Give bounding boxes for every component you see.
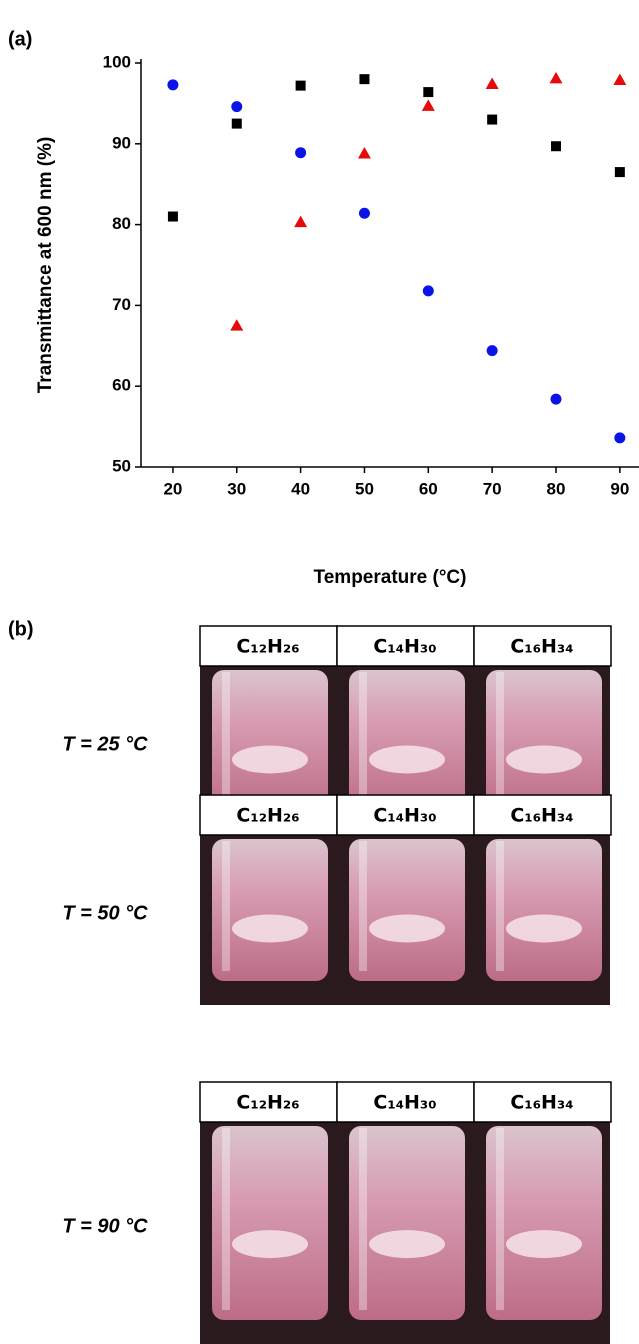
sample [506,914,582,943]
x-tick-label: 40 [291,479,310,498]
vial-label: C₁₂H₂₆ [236,1092,299,1114]
x-tick-label: 80 [547,479,566,498]
vial-label: C₁₂H₂₆ [236,805,299,827]
point [295,147,307,159]
panel-label: (a) [8,28,32,50]
point [167,211,178,222]
point [294,215,308,228]
x-tick-label: 50 [355,479,374,498]
y-tick-label: 80 [112,214,131,233]
point [613,73,627,85]
point [614,432,626,444]
vial [212,839,328,981]
vial-highlight [496,1128,504,1310]
point [359,74,370,85]
point [231,101,243,113]
point [551,141,561,152]
sample [369,914,445,943]
y-tick-label: 100 [103,52,131,71]
point [167,79,179,91]
y-tick-label: 90 [112,133,131,152]
label-box [473,1081,612,1123]
x-tick-label: 90 [610,479,629,498]
temperature-label: T = 25 °C [62,733,148,755]
vial-label: C₁₆H₃₄ [510,805,573,827]
x-axis-label: Temperature (°C) [314,567,467,588]
panel-label: (b) [8,618,34,640]
sample [232,914,308,943]
vial [349,1126,465,1320]
temperature-label: T = 90 °C [62,1215,148,1237]
point [550,393,562,405]
point [231,118,242,129]
point [485,77,499,90]
y-tick-label: 70 [112,295,131,314]
vial [486,839,602,981]
point [230,319,244,331]
vial-label: C₁₆H₃₄ [510,1092,573,1114]
vial-label: C₁₄H₃₀ [373,805,436,827]
temperature-label: T = 50 °C [62,902,148,924]
vial-highlight [359,1128,367,1310]
y-axis-label: Transmittance at 600 nm (%) [35,137,56,394]
point [614,167,625,178]
vial-highlight [222,1128,230,1310]
point [357,146,371,159]
point [486,345,498,357]
vial [212,1126,328,1320]
sample [506,1230,582,1259]
label-box [199,625,338,667]
label-box [336,1081,475,1123]
vial-highlight [359,841,367,971]
point [295,80,306,91]
point [423,87,434,98]
point [422,285,434,297]
x-tick-label: 30 [227,479,246,498]
label-box [199,794,338,836]
vial [349,839,465,981]
vial-highlight [222,672,230,802]
label-box [199,1081,338,1123]
sample [369,1230,445,1259]
vial-highlight [359,672,367,802]
y-tick-label: 60 [112,376,131,395]
point [358,207,370,219]
x-tick-label: 70 [483,479,502,498]
y-tick-label: 50 [112,456,131,475]
point [421,99,435,111]
vial [349,670,465,812]
label-box [336,794,475,836]
vial-label: C₁₆H₃₄ [510,636,573,658]
sample [506,745,582,774]
sample [369,745,445,774]
x-tick-label: 20 [163,479,182,498]
vial [212,670,328,812]
vial-label: C₁₂H₂₆ [236,636,299,658]
vial [486,1126,602,1320]
vial-label: C₁₄H₃₀ [373,1092,436,1114]
label-box [473,794,612,836]
vial-highlight [222,841,230,971]
point [549,71,563,84]
vial-highlight [496,841,504,971]
vial [486,670,602,812]
x-tick-label: 60 [419,479,438,498]
vial-label: C₁₄H₃₀ [373,636,436,658]
vial-highlight [496,672,504,802]
sample [232,745,308,774]
label-box [473,625,612,667]
sample [232,1230,308,1259]
point [487,114,498,125]
